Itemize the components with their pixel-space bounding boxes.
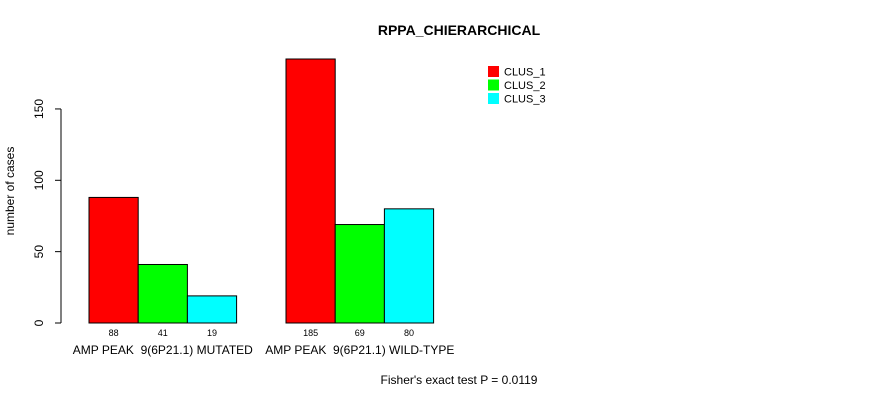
y-tick-label: 50 [32,245,46,259]
y-tick-label: 150 [32,99,46,119]
bar-value-label: 19 [207,328,217,338]
category-labels-group: AMP PEAK 9(6P21.1) MUTATED AMP PEAK 9(6P2… [73,343,455,357]
bar-value-label: 80 [404,328,414,338]
bar-value-label: 88 [109,328,119,338]
bar-clus-3-0 [186,295,238,324]
chart-title: RPPA_CHIERARCHICAL [378,22,541,38]
legend-swatch [488,93,499,104]
legend-label: CLUS_2 [504,80,546,92]
bar-value-label: 69 [355,328,365,338]
fisher-test-footnote: Fisher's exact test P = 0.0119 [381,373,538,387]
legend-swatch [488,66,499,77]
bar-value-label: 185 [303,328,318,338]
y-axis: 0 50 100 150 [32,99,62,326]
bar-clus-1-1 [285,58,336,324]
bar-clus-2-1 [334,224,385,324]
legend-swatch [488,79,499,91]
value-labels-group: 88 41 19 185 69 80 [109,328,414,338]
bars-group [88,58,435,324]
category-label: AMP PEAK 9(6P21.1) WILD-TYPE [265,343,454,357]
bar-clus-1-0 [88,196,139,324]
category-label: AMP PEAK 9(6P21.1) MUTATED [73,343,253,357]
bar-clus-2-0 [137,263,188,324]
y-axis-label: number of cases [3,147,17,236]
y-tick-label: 0 [32,319,46,326]
y-tick-label: 100 [32,170,46,190]
legend-label: CLUS_3 [504,94,546,106]
bar-value-label: 41 [158,328,168,338]
legend-label: CLUS_1 [504,67,546,79]
bar-clus-3-1 [383,208,435,324]
